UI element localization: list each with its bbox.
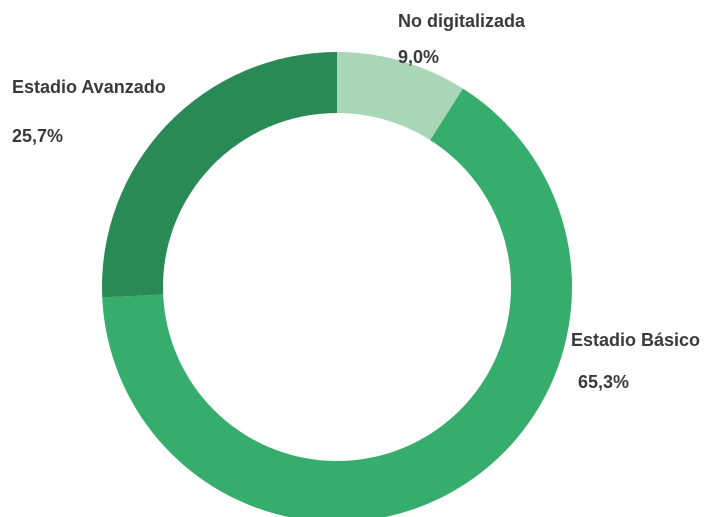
category-label: No digitalizada	[398, 11, 526, 31]
category-label: Estadio Básico	[571, 330, 700, 350]
category-label: Estadio Avanzado	[12, 77, 166, 97]
value-label: 65,3%	[578, 372, 629, 392]
donut-segment	[337, 52, 463, 141]
donut-segment	[101, 52, 337, 298]
value-label: 25,7%	[12, 126, 63, 146]
value-label: 9,0%	[398, 47, 439, 67]
